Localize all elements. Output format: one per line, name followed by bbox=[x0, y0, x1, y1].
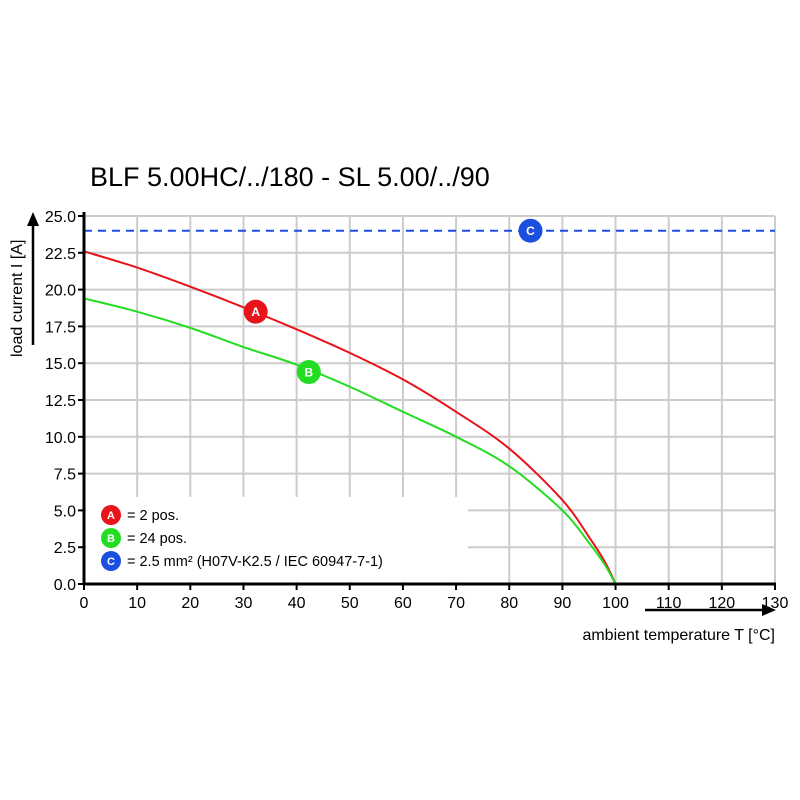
x-tick-label: 50 bbox=[341, 595, 359, 612]
legend: A = 2 pos. B = 24 pos. C = 2.5 mm² (H07V-K2.5… bbox=[101, 505, 383, 571]
x-tick-label: 80 bbox=[500, 595, 518, 612]
y-tick-label: 20.0 bbox=[45, 283, 76, 300]
legend-entry-a: = 2 pos. bbox=[127, 508, 179, 524]
x-axis-arrowhead bbox=[762, 604, 776, 616]
legend-entry-b: = 24 pos. bbox=[127, 531, 187, 547]
x-axis-label: ambient temperature T [°C] bbox=[582, 627, 775, 644]
y-tick-label: 0.0 bbox=[54, 577, 76, 594]
legend-marker-c bbox=[101, 551, 121, 571]
y-tick-label: 12.5 bbox=[45, 393, 76, 410]
marker-c bbox=[518, 218, 543, 243]
y-tick-label: 22.5 bbox=[45, 246, 76, 263]
series-line-a bbox=[83, 250, 617, 585]
legend-marker-label: B bbox=[107, 533, 115, 545]
x-tick-label: 90 bbox=[553, 595, 571, 612]
y-tick-label: 5.0 bbox=[54, 503, 76, 520]
y-tick-label: 2.5 bbox=[54, 540, 76, 557]
series-markers: A B C bbox=[243, 218, 543, 385]
y-tick-label: 7.5 bbox=[54, 467, 76, 484]
x-tick-label: 0 bbox=[80, 595, 89, 612]
y-tick-label: 10.0 bbox=[45, 430, 76, 447]
y-axis-arrowhead bbox=[27, 212, 39, 226]
y-tick-label: 15.0 bbox=[45, 356, 76, 373]
x-tick-label: 110 bbox=[656, 595, 682, 612]
x-tick-label: 20 bbox=[181, 595, 199, 612]
legend-marker-a bbox=[101, 505, 121, 525]
series-line-b bbox=[83, 297, 617, 585]
x-tick-label: 10 bbox=[128, 595, 146, 612]
legend-marker-label: A bbox=[107, 510, 115, 522]
marker-label-b: B bbox=[305, 366, 314, 380]
y-tick-label: 25.0 bbox=[45, 209, 76, 226]
legend-background bbox=[86, 497, 468, 582]
legend-marker-label: C bbox=[107, 556, 115, 568]
marker-label-a: A bbox=[251, 305, 260, 319]
legend-marker-b bbox=[101, 528, 121, 548]
y-axis-label: load current I [A] bbox=[9, 240, 26, 357]
x-tick-label: 30 bbox=[235, 595, 253, 612]
marker-b bbox=[296, 360, 321, 385]
legend-entry-c: = 2.5 mm² (H07V-K2.5 / IEC 60947-7-1) bbox=[127, 554, 383, 570]
marker-label-c: C bbox=[526, 224, 535, 238]
series-group bbox=[83, 229, 775, 585]
marker-a bbox=[243, 299, 268, 324]
x-tick-label: 70 bbox=[447, 595, 465, 612]
x-tick-label: 100 bbox=[602, 595, 629, 612]
chart-title: BLF 5.00HC/../180 - SL 5.00/../90 bbox=[90, 162, 490, 192]
x-tick-label: 60 bbox=[394, 595, 412, 612]
y-tick-label: 17.5 bbox=[45, 319, 76, 336]
x-tick-label: 120 bbox=[708, 595, 735, 612]
tick-labels: 0 10 20 30 40 50 60 70 80 90 100 110 120 1300.02.55.0… bbox=[45, 209, 789, 612]
axes bbox=[78, 212, 776, 590]
x-tick-label: 40 bbox=[288, 595, 306, 612]
